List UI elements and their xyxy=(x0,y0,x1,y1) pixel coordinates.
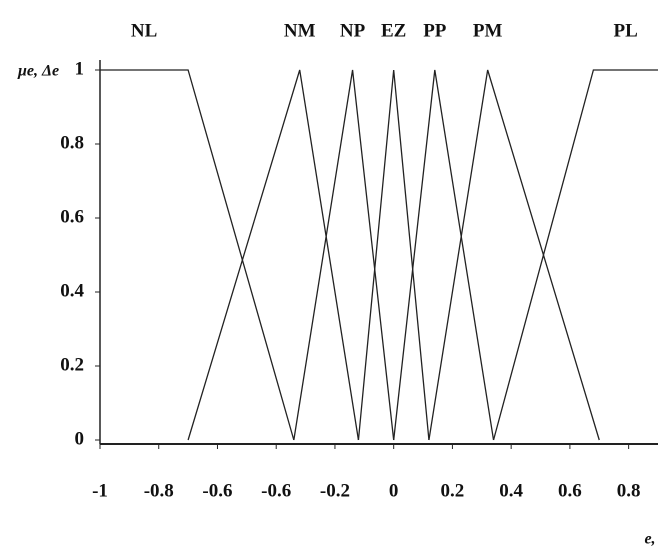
x-tick-label: -0.8 xyxy=(144,480,174,501)
x-tick-label: -0.2 xyxy=(320,480,350,501)
x-tick-label: -1 xyxy=(92,480,108,501)
y-tick-label: 0.6 xyxy=(60,206,84,227)
x-tick-label: 0.6 xyxy=(558,480,582,501)
series-label: EZ xyxy=(381,20,406,41)
y-axis-label: μe, Δe xyxy=(17,63,59,80)
membership-line xyxy=(293,69,395,441)
y-tick-label: 1 xyxy=(75,58,85,79)
y-tick-label: 0.2 xyxy=(60,354,84,375)
membership-line xyxy=(357,69,430,441)
series-label: NL xyxy=(131,20,157,41)
membership-line xyxy=(100,69,295,441)
series-label: NM xyxy=(284,20,316,41)
y-tick-label: 0.8 xyxy=(60,132,84,153)
membership-line xyxy=(393,69,495,441)
membership-line xyxy=(187,69,360,441)
membership-line xyxy=(492,69,658,441)
x-tick-label: 0 xyxy=(389,480,399,501)
series-label: PL xyxy=(614,20,638,41)
series-label: PP xyxy=(423,20,447,41)
x-axis-label: e, xyxy=(644,531,655,548)
x-tick-label: 0.2 xyxy=(441,480,465,501)
x-tick-label: -0.6 xyxy=(202,480,232,501)
membership-line xyxy=(428,69,600,441)
x-tick-label: -0.6 xyxy=(261,480,291,501)
y-tick-label: 0.4 xyxy=(60,280,84,301)
y-tick-label: 0 xyxy=(75,428,85,449)
series-label: PM xyxy=(473,20,503,41)
x-tick-label: 0.4 xyxy=(499,480,523,501)
series-label: NP xyxy=(340,20,366,41)
x-tick-label: 0.8 xyxy=(617,480,641,501)
